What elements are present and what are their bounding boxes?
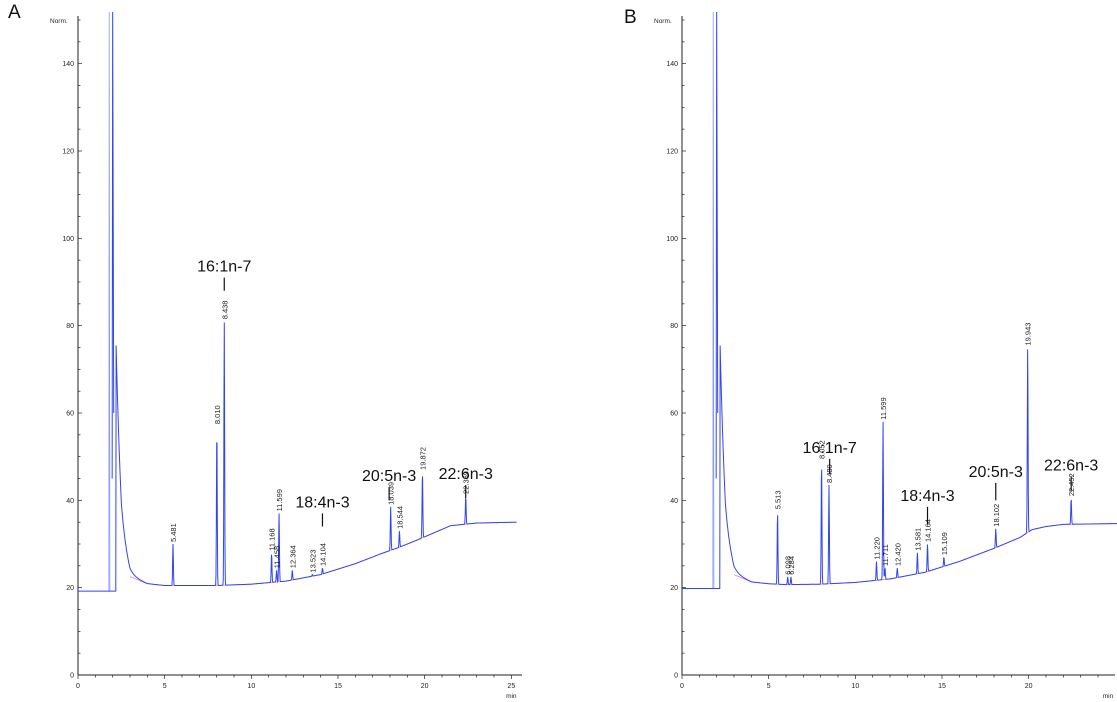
peak-label: 11.458 xyxy=(273,546,282,568)
peak-label: 6.098 xyxy=(784,556,793,575)
panel-letter: B xyxy=(624,7,637,28)
fatty-acid-annotation: 20:5n-3 xyxy=(362,468,416,485)
x-tick-label: 10 xyxy=(851,683,859,690)
y-tick-label: 80 xyxy=(670,323,678,330)
x-tick-label: 20 xyxy=(421,683,429,690)
peak-label: 6.284 xyxy=(787,556,796,575)
x-tick-label: 5 xyxy=(767,683,771,690)
injection-marker xyxy=(712,11,715,589)
fatty-acid-annotation: 18:4n-3 xyxy=(295,494,349,511)
fatty-acid-annotation: 22:6n-3 xyxy=(1044,457,1098,474)
solvent-peak xyxy=(111,11,115,479)
injection-marker xyxy=(108,11,111,592)
peak-label: 8.010 xyxy=(213,405,222,424)
x-tick-label: 0 xyxy=(76,683,80,690)
fatty-acid-annotation: 22:6n-3 xyxy=(439,466,493,483)
x-tick-label: 0 xyxy=(680,683,684,690)
peak-label: 22.369 xyxy=(462,471,471,494)
x-axis-unit: min xyxy=(1103,693,1114,700)
y-tick-label: 120 xyxy=(62,149,74,156)
y-tick-label: 100 xyxy=(62,236,74,243)
y-tick-label: 0 xyxy=(70,673,74,680)
peak-label: 11.220 xyxy=(872,537,881,559)
peak-label: 18.039 xyxy=(387,482,396,505)
y-tick-label: 40 xyxy=(670,498,678,505)
y-axis-label: Norm. xyxy=(50,18,68,25)
peak-label: 5.513 xyxy=(774,490,783,509)
fatty-acid-annotation: 18:4n-3 xyxy=(900,488,954,505)
x-tick-label: 10 xyxy=(247,683,255,690)
peak-label: 14.104 xyxy=(318,543,327,566)
peak-label: 11.599 xyxy=(275,489,284,511)
y-tick-label: 40 xyxy=(66,498,74,505)
y-tick-label: 60 xyxy=(66,411,74,418)
peak-label: 19.943 xyxy=(1024,323,1033,346)
y-tick-label: 120 xyxy=(666,149,678,156)
peak-label: 18.102 xyxy=(992,504,1001,527)
fatty-acid-annotation: 16:1n-7 xyxy=(803,440,857,457)
chromatogram-panel-b: B Norm. 0 20 40 60 80 100 120 140 0 5 10 15 20 min 5.513… xyxy=(624,7,1117,700)
peak-label: 18.544 xyxy=(395,506,404,529)
panel-letter: A xyxy=(8,2,21,23)
chromatogram-trace xyxy=(78,322,517,592)
peak-label: 19.872 xyxy=(418,447,427,470)
y-tick-label: 0 xyxy=(674,673,678,680)
y-tick-label: 20 xyxy=(670,585,678,592)
peak-label: 5.481 xyxy=(169,523,178,542)
x-tick-label: 20 xyxy=(1025,683,1033,690)
peak-label: 8.052 xyxy=(818,440,827,459)
y-tick-label: 60 xyxy=(670,411,678,418)
peak-label: 8.438 xyxy=(220,301,229,320)
peak-label: 11.711 xyxy=(881,544,890,566)
peak-label: 14.164 xyxy=(924,519,933,542)
y-tick-label: 100 xyxy=(666,236,678,243)
peak-label: 11.599 xyxy=(879,397,888,419)
solvent-peak xyxy=(715,11,719,479)
x-tick-label: 15 xyxy=(938,683,946,690)
y-axis-label: Norm. xyxy=(654,18,672,25)
chromatogram-panel-a: A Norm. 0 20 40 60 80 100 120 140 0 5 10 15 20 25 min 5.4… xyxy=(8,2,522,700)
x-tick-label: 15 xyxy=(334,683,342,690)
peak-label: 15.109 xyxy=(940,532,949,555)
x-tick-label: 25 xyxy=(507,683,515,690)
peak-label: 12.420 xyxy=(893,543,902,566)
fatty-acid-annotation: 20:5n-3 xyxy=(969,464,1023,481)
fatty-acid-annotation: 16:1n-7 xyxy=(197,259,251,276)
chromatogram-trace xyxy=(682,345,1117,590)
peak-label: 12.364 xyxy=(288,545,297,568)
y-tick-label: 20 xyxy=(66,585,74,592)
y-tick-label: 80 xyxy=(66,323,74,330)
peak-label: 11.168 xyxy=(268,528,277,550)
y-tick-label: 140 xyxy=(666,61,678,68)
x-tick-label: 5 xyxy=(163,683,167,690)
y-tick-label: 140 xyxy=(62,61,74,68)
x-axis-unit: min xyxy=(506,693,517,700)
peak-label: 13.523 xyxy=(308,550,317,573)
peak-label: 13.581 xyxy=(913,528,922,551)
